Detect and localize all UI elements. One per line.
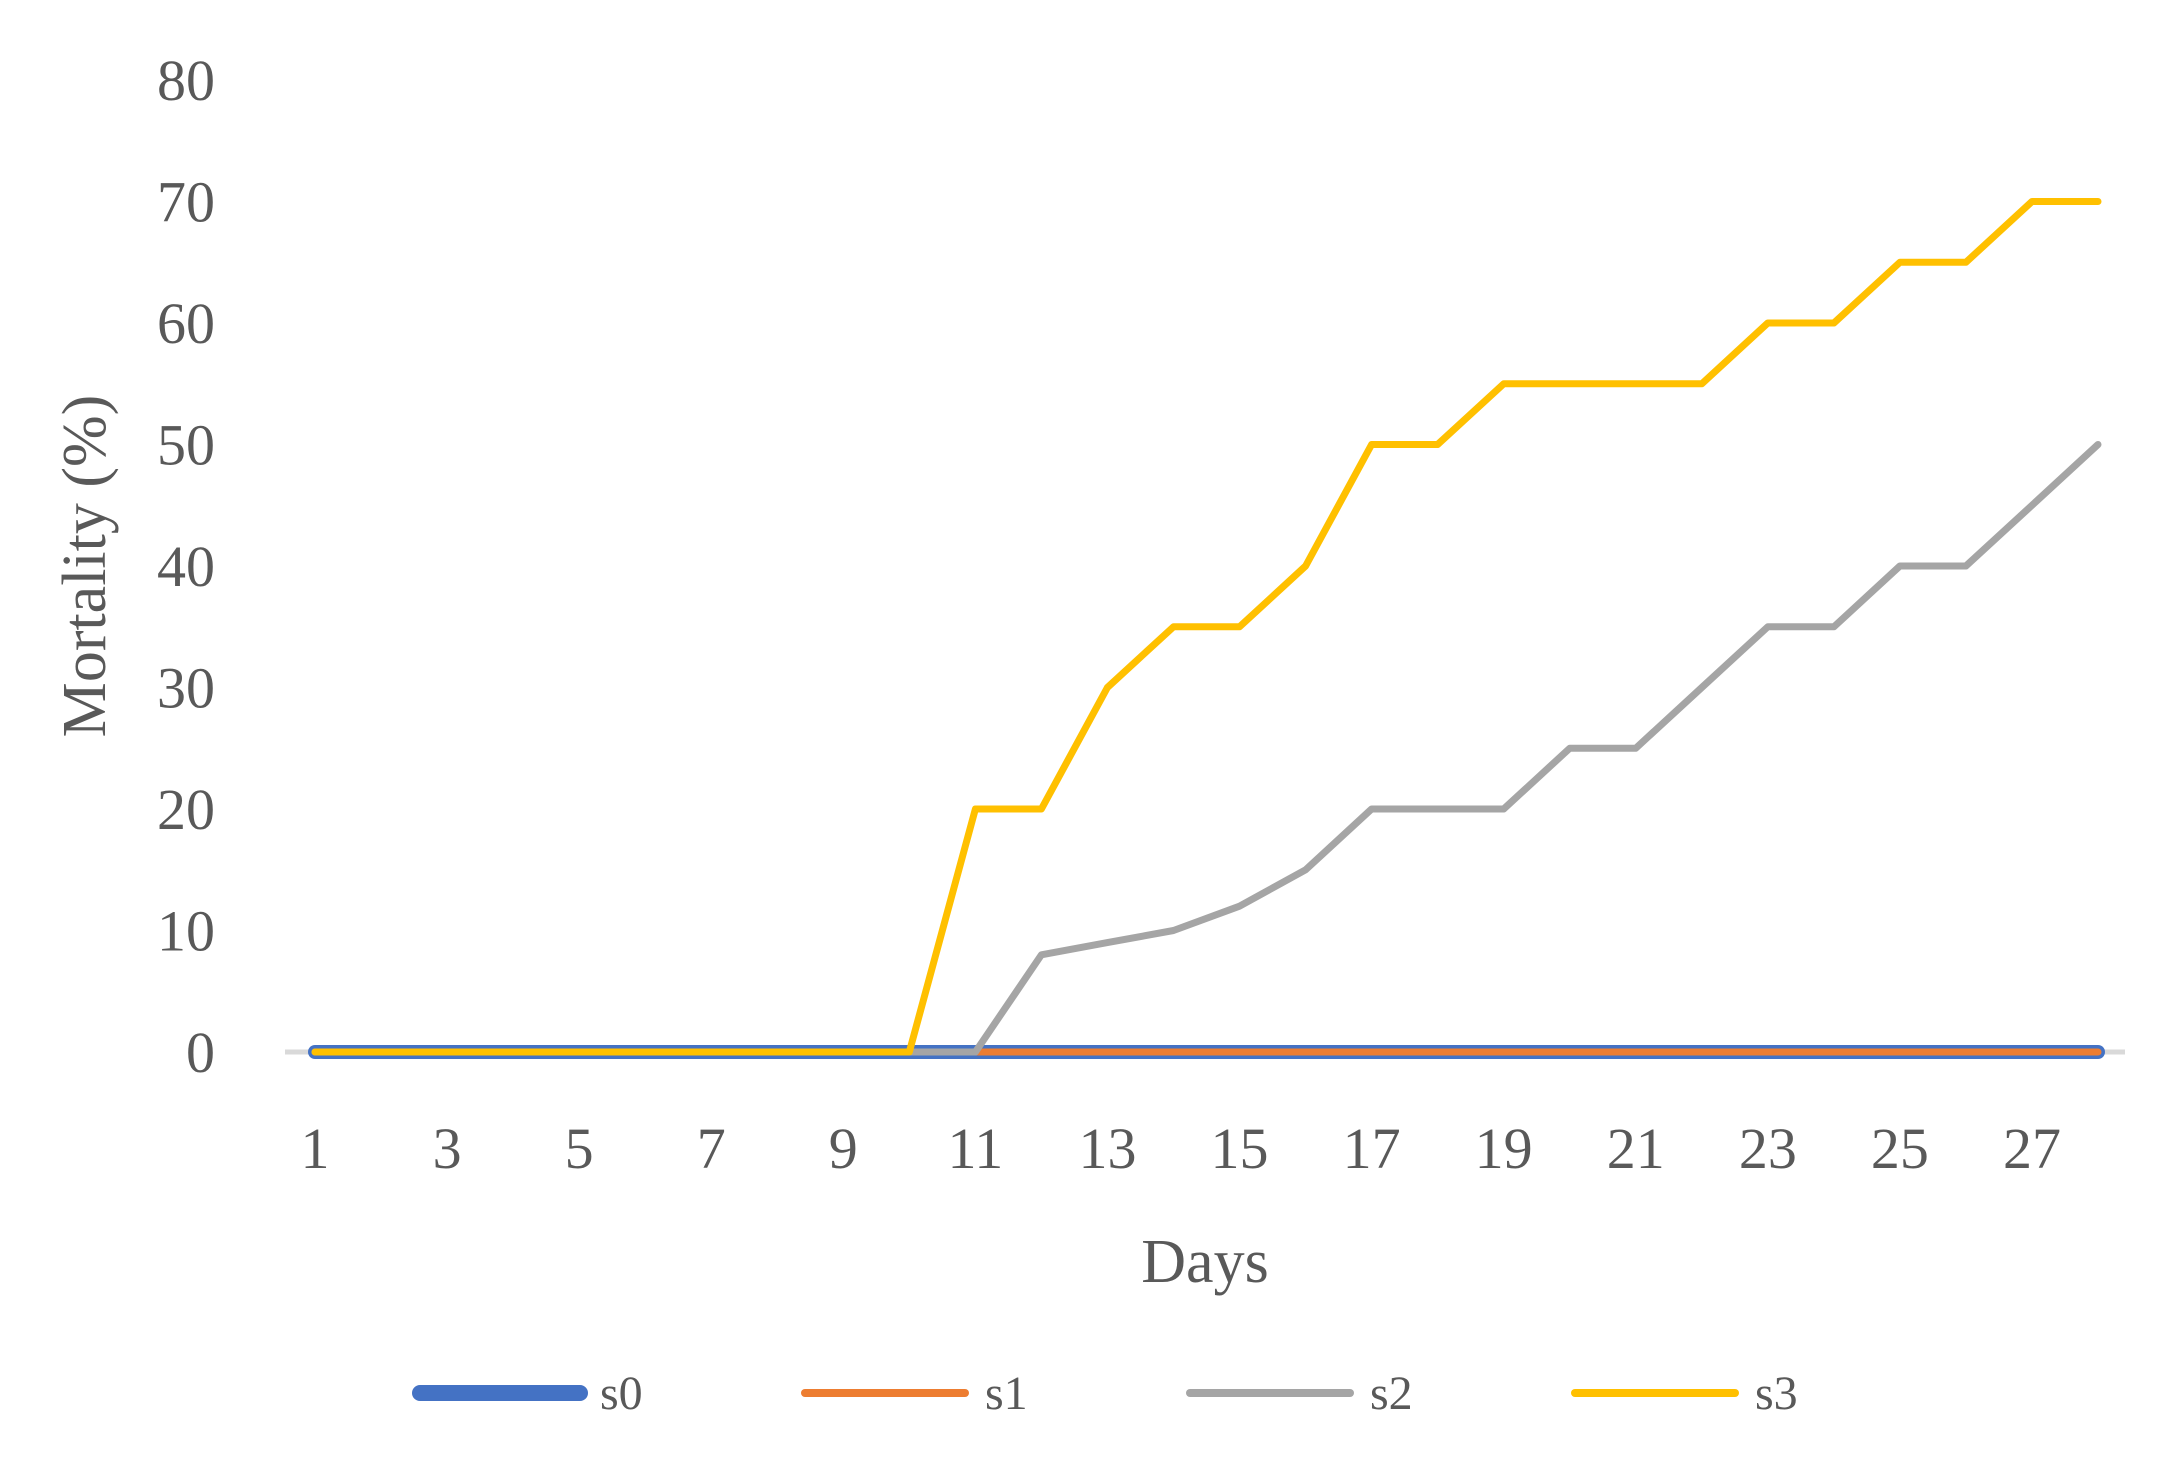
x-tick-label: 19 — [1475, 1116, 1533, 1181]
y-tick-labels: 0 10 20 30 40 50 60 70 80 — [157, 48, 215, 1085]
x-tick-label: 7 — [697, 1116, 726, 1181]
x-tick-labels: 1 3 5 7 9 11 13 15 17 19 21 23 25 27 — [301, 1116, 2061, 1181]
x-tick-label: 3 — [433, 1116, 462, 1181]
legend-label-s2: s2 — [1370, 1367, 1413, 1420]
y-tick-label: 70 — [157, 170, 215, 235]
x-tick-label: 15 — [1211, 1116, 1269, 1181]
y-tick-label: 0 — [186, 1020, 215, 1085]
x-tick-label: 25 — [1871, 1116, 1929, 1181]
y-tick-label: 50 — [157, 413, 215, 478]
y-axis-title: Mortality (%) — [51, 395, 119, 738]
y-tick-label: 30 — [157, 656, 215, 721]
y-tick-label: 80 — [157, 48, 215, 113]
x-tick-label: 27 — [2003, 1116, 2061, 1181]
legend-label-s0: s0 — [600, 1367, 643, 1420]
x-tick-label: 23 — [1739, 1116, 1797, 1181]
x-tick-label: 1 — [301, 1116, 330, 1181]
x-tick-label: 11 — [947, 1116, 1003, 1181]
y-tick-label: 20 — [157, 777, 215, 842]
series-line-s2 — [311, 441, 2102, 1056]
x-tick-label: 13 — [1078, 1116, 1136, 1181]
series-group — [308, 198, 2105, 1059]
y-tick-label: 40 — [157, 534, 215, 599]
series-line-s3 — [311, 198, 2102, 1056]
legend: s0 s1 s2 s3 — [412, 1367, 1798, 1420]
y-tick-label: 10 — [157, 899, 215, 964]
x-tick-label: 5 — [565, 1116, 594, 1181]
x-tick-label: 9 — [829, 1116, 858, 1181]
y-tick-label: 60 — [157, 291, 215, 356]
x-axis-title: Days — [1141, 1228, 1268, 1296]
legend-label-s3: s3 — [1755, 1367, 1798, 1420]
legend-label-s1: s1 — [985, 1367, 1028, 1420]
x-tick-label: 21 — [1607, 1116, 1665, 1181]
x-tick-label: 17 — [1343, 1116, 1401, 1181]
